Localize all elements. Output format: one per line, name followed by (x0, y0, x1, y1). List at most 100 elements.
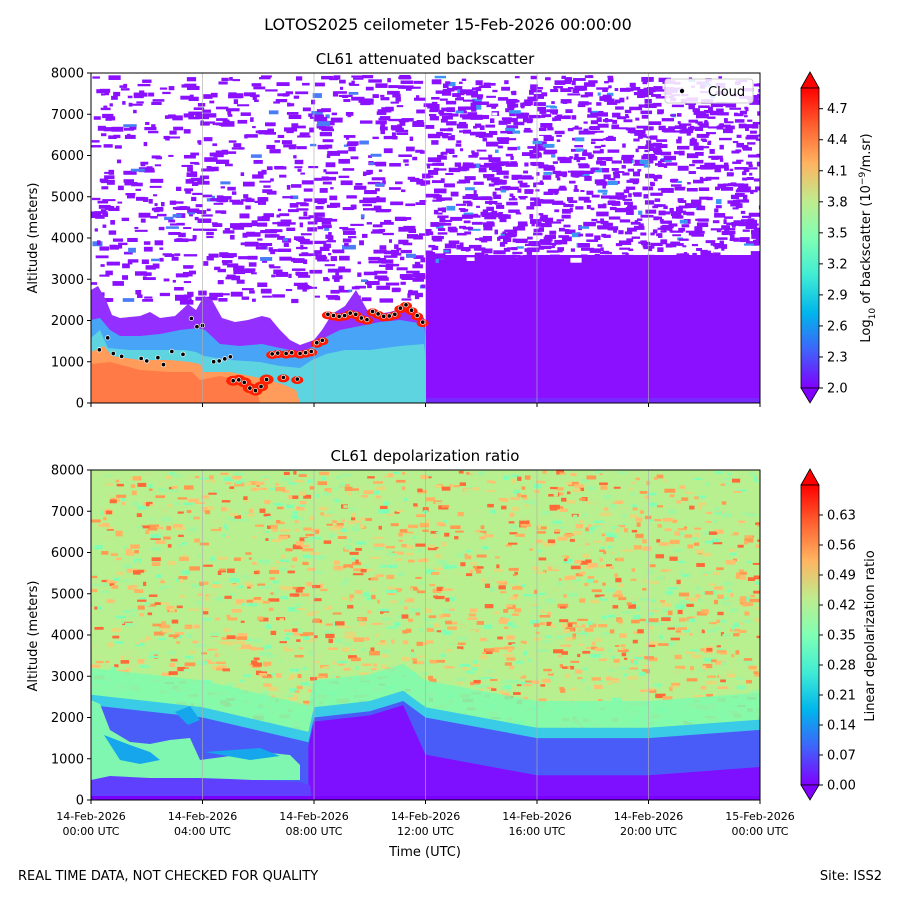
noise-cell (257, 216, 270, 222)
noise-cell (287, 102, 291, 107)
depol-noise-cell (529, 500, 535, 505)
noise-cell (367, 284, 372, 289)
depol-noise-cell (636, 537, 642, 542)
depol-noise-cell (705, 520, 712, 524)
noise-cell (327, 268, 342, 273)
noise-cell (175, 186, 182, 191)
noise-cell (597, 204, 607, 209)
noise-cell (506, 201, 518, 206)
noise-cell (551, 154, 556, 158)
depol-noise-cell (175, 527, 186, 531)
noise-cell (535, 182, 544, 185)
depol-noise-cell (337, 532, 346, 535)
noise-cell (237, 119, 248, 124)
noise-cell (442, 88, 452, 94)
depol-noise-cell (576, 537, 587, 542)
noise-cell (484, 214, 497, 220)
depol-noise-cell (642, 539, 647, 544)
noise-cell (552, 200, 564, 205)
noise-cell (741, 215, 752, 219)
depol-noise-cell (344, 643, 351, 646)
noise-cell (644, 149, 650, 153)
noise-cell (592, 150, 601, 154)
noise-cell (463, 212, 474, 216)
depol-noise-cell (203, 564, 213, 567)
depol-noise-cell (210, 519, 222, 524)
depol-noise-cell (161, 621, 167, 626)
depol-noise-cell (514, 571, 518, 576)
depol-noise-cell (103, 535, 112, 540)
depol-noise-cell (650, 609, 659, 612)
noise-cell (737, 187, 749, 193)
colorbar-tick-label: 2.9 (827, 288, 848, 303)
depol-noise-cell (425, 569, 435, 574)
noise-cell (554, 239, 568, 245)
noise-cell (367, 181, 381, 185)
depol-noise-cell (587, 563, 599, 568)
depol-noise-cell (562, 666, 568, 669)
depol-noise-cell (487, 503, 494, 508)
noise-cell (727, 228, 736, 231)
depol-noise-cell (716, 619, 721, 624)
noise-cell (558, 227, 565, 232)
noise-cell (191, 196, 197, 202)
depol-noise-cell (464, 555, 472, 560)
depol-noise-cell (379, 505, 388, 510)
noise-cell (201, 109, 211, 113)
noise-cell (656, 139, 668, 142)
noise-cell (631, 236, 641, 239)
noise-cell (553, 86, 558, 90)
depol-noise-cell (147, 612, 153, 616)
depol-noise-cell (759, 651, 760, 655)
depol-noise-cell (554, 529, 561, 533)
noise-cell (404, 163, 409, 166)
depol-noise-cell (486, 686, 494, 690)
depol-noise-cell (302, 548, 314, 552)
noise-cell (733, 237, 740, 242)
depol-noise-cell (134, 549, 139, 554)
depol-noise-cell (261, 559, 269, 564)
noise-cell (496, 161, 510, 166)
noise-cell (641, 76, 654, 82)
noise-cell (181, 164, 193, 168)
depol-noise-cell (469, 471, 478, 475)
depol-noise-cell (264, 500, 271, 504)
depol-noise-cell (649, 581, 660, 584)
depol-noise-cell (234, 602, 243, 606)
depol-noise-cell (511, 680, 523, 685)
depol-noise-cell (520, 523, 532, 527)
depol-noise-cell (694, 496, 699, 500)
noise-cell (503, 138, 517, 141)
depol-noise-cell (187, 580, 198, 585)
noise-cell (297, 168, 302, 172)
noise-cell (308, 166, 319, 169)
depol-noise-cell (489, 587, 495, 592)
noise-cell (607, 75, 614, 78)
depol-noise-cell (313, 635, 318, 639)
depol-noise-cell (166, 475, 172, 480)
noise-cell (445, 100, 457, 105)
noise-cell (738, 123, 747, 129)
noise-cell (615, 243, 623, 247)
depol-noise-cell (386, 513, 394, 517)
depol-noise-cell (588, 527, 596, 531)
noise-cell (458, 208, 466, 211)
depol-noise-cell (412, 660, 418, 664)
noise-cell (309, 286, 318, 289)
noise-cell (537, 106, 546, 111)
noise-cell (100, 209, 107, 212)
depol-noise-cell (425, 623, 434, 628)
noise-cell (255, 130, 267, 134)
depol-noise-cell (360, 495, 368, 498)
noise-cell (143, 197, 149, 203)
depol-noise-cell (211, 665, 219, 670)
depol-noise-cell (594, 470, 604, 474)
noise-cell (435, 224, 444, 229)
depol-noise-cell (234, 482, 245, 487)
depol-noise-cell (610, 565, 615, 570)
depol-noise-cell (332, 660, 339, 665)
noise-cell (451, 135, 455, 140)
depol-noise-cell (485, 651, 493, 655)
noise-cell (377, 109, 392, 113)
depol-noise-cell (617, 557, 625, 562)
